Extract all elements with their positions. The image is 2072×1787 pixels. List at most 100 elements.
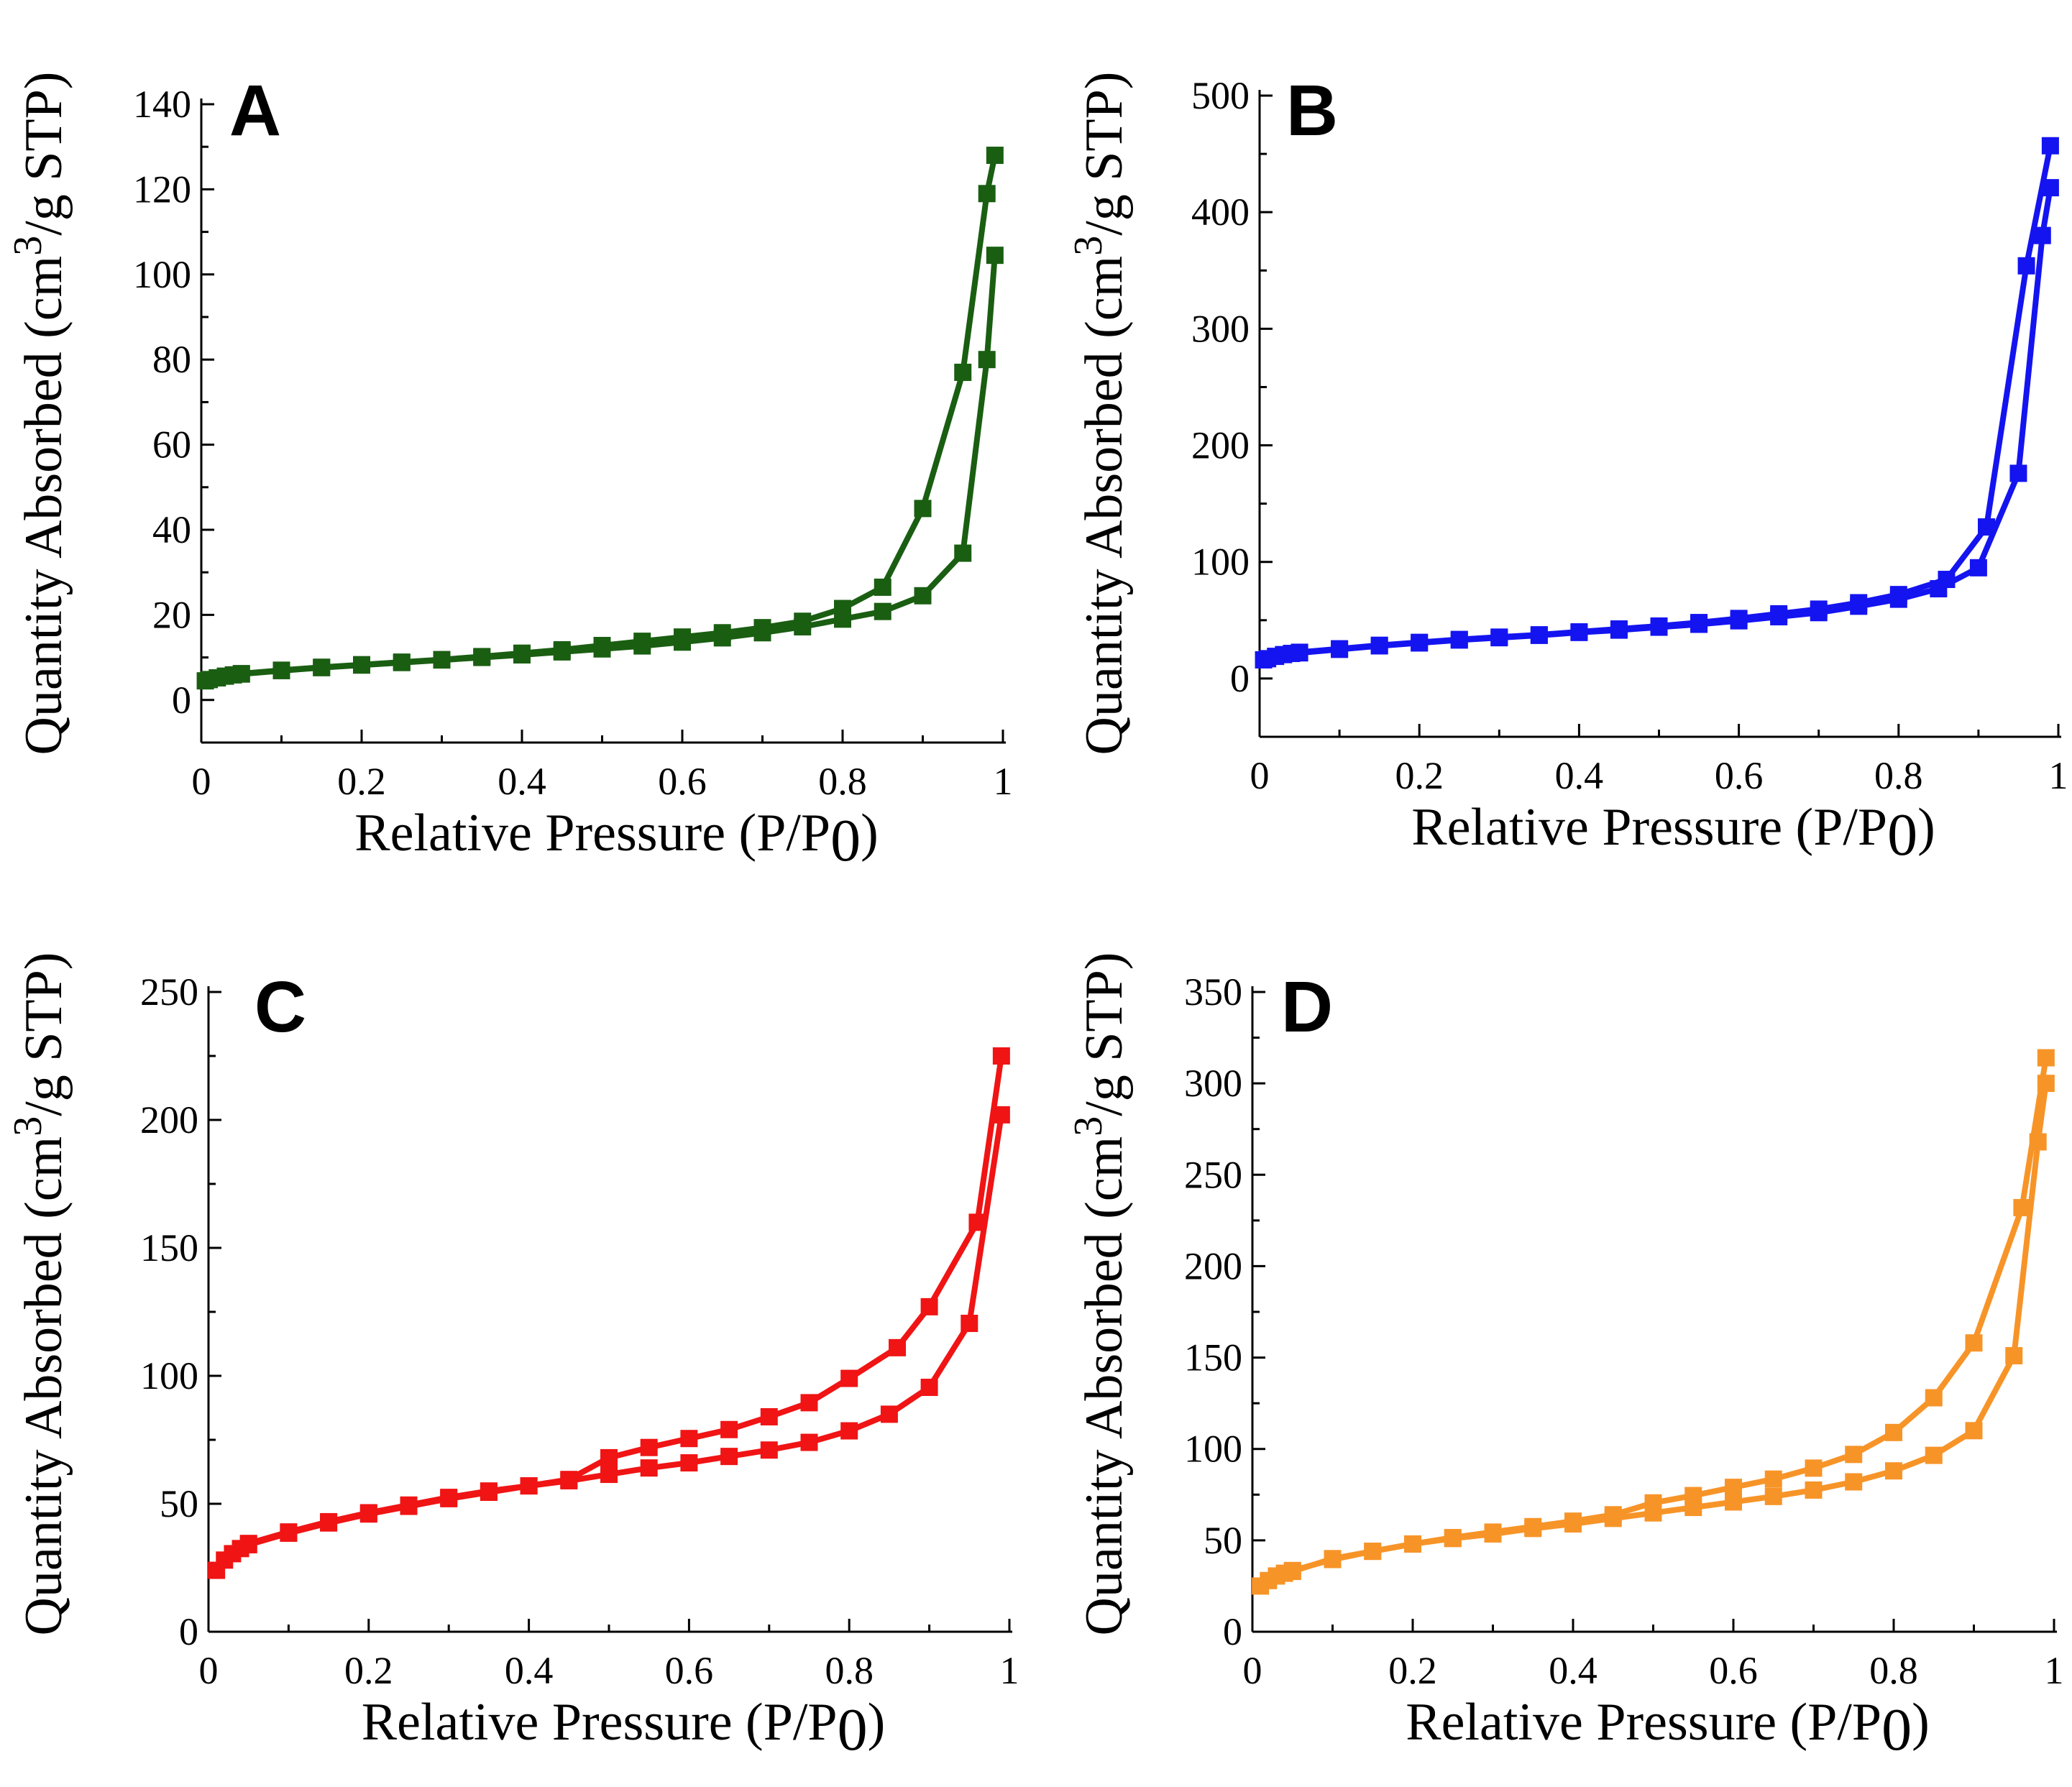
x-tick-label: 0.8 xyxy=(1869,1649,1918,1692)
x-axis-title-close: ) xyxy=(1912,1693,1930,1752)
x-axis-title: Relative Pressure (P/P0) xyxy=(362,1693,885,1763)
y-axis-title-post: /g STP) xyxy=(1075,952,1134,1116)
desorption-point xyxy=(480,1482,498,1500)
desorption-point xyxy=(1725,1479,1742,1497)
adsorption-point xyxy=(1925,1446,1943,1464)
adsorption-point xyxy=(640,1459,658,1477)
y-tick-label: 80 xyxy=(152,338,191,381)
desorption-point xyxy=(680,1430,698,1448)
desorption-point xyxy=(1324,1550,1342,1568)
desorption-point xyxy=(1411,633,1429,651)
desorption-point xyxy=(1845,1446,1863,1464)
desorption-point xyxy=(760,1407,778,1425)
desorption-point xyxy=(359,1504,377,1522)
x-tick-label: 0.2 xyxy=(337,760,386,803)
desorption-point xyxy=(473,648,491,666)
x-tick-label: 0.6 xyxy=(1709,1649,1758,1692)
x-tick-label: 0.6 xyxy=(665,1649,714,1692)
desorption-point xyxy=(2013,1199,2031,1217)
x-tick-label: 0 xyxy=(1250,754,1270,797)
x-tick-label: 0.2 xyxy=(344,1649,393,1692)
desorption-point xyxy=(978,185,996,203)
desorption-point xyxy=(520,1477,538,1495)
adsorption-point xyxy=(2033,226,2051,244)
y-tick-label: 50 xyxy=(1204,1519,1242,1562)
y-axis-title-pre: Quantity Absorbed (cm xyxy=(14,1136,73,1636)
adsorption-point xyxy=(874,602,891,620)
desorption-point xyxy=(874,578,891,596)
y-axis-title-superscript: 3 xyxy=(6,1116,50,1136)
adsorption-point xyxy=(1885,1462,1902,1480)
desorption-point xyxy=(1850,594,1868,612)
panel-d: 0 0.2 0.4 0.6 0.8 1 0 50 100 150 200 250 300 350 D Rela… xyxy=(1066,952,2064,1763)
desorption-point xyxy=(1450,630,1468,648)
desorption-point xyxy=(239,1535,257,1553)
y-tick-label: 20 xyxy=(152,593,191,636)
desorption-point xyxy=(280,1523,298,1541)
adsorption-point xyxy=(1805,1481,1823,1499)
x-tick-label: 0.8 xyxy=(1874,754,1923,797)
desorption-point xyxy=(1650,617,1668,635)
panel-a: 0 0.2 0.4 0.6 0.8 1 0 20 40 60 80 100 120 140 A Relativ… xyxy=(6,70,1013,874)
desorption-point xyxy=(640,1438,658,1456)
x-axis-title-subscript: 0 xyxy=(1887,801,1917,868)
desorption-point xyxy=(1690,614,1708,632)
panel-letter: B xyxy=(1286,70,1338,151)
x-tick-label: 0 xyxy=(192,760,211,803)
y-axis-title-post: /g STP) xyxy=(1075,72,1134,236)
desorption-point xyxy=(1805,1459,1823,1477)
desorption-point xyxy=(713,624,731,642)
desorption-point xyxy=(1484,1523,1502,1541)
desorption-point xyxy=(393,653,411,671)
x-axis-title: Relative Pressure (P/P0) xyxy=(1411,798,1935,868)
desorption-point xyxy=(2017,257,2035,275)
desorption-point xyxy=(353,656,370,674)
desorption-point xyxy=(840,1369,858,1387)
x-axis-title-close: ) xyxy=(868,1693,886,1752)
desorption-point xyxy=(914,500,932,518)
x-tick-label: 0.4 xyxy=(1555,754,1604,797)
panel-letter: A xyxy=(229,70,281,151)
desorption-point xyxy=(1530,626,1548,644)
desorption-point xyxy=(1291,643,1308,661)
y-tick-label: 150 xyxy=(1184,1336,1242,1379)
y-tick-label: 250 xyxy=(1184,1153,1242,1196)
adsorption-point xyxy=(986,247,1004,265)
adsorption-point xyxy=(914,587,932,605)
y-tick-label: 400 xyxy=(1191,190,1250,234)
y-tick-label: 0 xyxy=(1230,657,1250,700)
y-axis-title: Quantity Absorbed (cm3/g STP) xyxy=(6,952,73,1636)
adsorption-point xyxy=(2009,464,2027,482)
x-tick-label: 0.8 xyxy=(825,1649,874,1692)
adsorption-point xyxy=(920,1379,938,1397)
x-axis-title: Relative Pressure (P/P0) xyxy=(354,804,878,874)
desorption-point xyxy=(1370,636,1388,654)
y-tick-label: 60 xyxy=(152,423,191,467)
x-tick-label: 0.2 xyxy=(1395,754,1444,797)
x-tick-label: 0.4 xyxy=(498,760,546,803)
x-tick-label: 0.4 xyxy=(505,1649,554,1692)
desorption-point xyxy=(986,147,1004,165)
desorption-point xyxy=(1524,1517,1542,1535)
y-axis-title-pre: Quantity Absorbed (cm xyxy=(1075,1136,1134,1636)
desorption-point xyxy=(433,651,451,669)
desorption-point xyxy=(400,1496,418,1514)
y-axis-title-post: /g STP) xyxy=(14,952,73,1116)
x-tick-label: 0.8 xyxy=(818,760,867,803)
desorption-point xyxy=(2041,137,2059,155)
desorption-point xyxy=(1730,610,1748,628)
desorption-point xyxy=(1283,1563,1301,1581)
desorption-point xyxy=(800,1394,818,1412)
desorption-point xyxy=(674,628,691,646)
desorption-point xyxy=(1810,600,1828,618)
x-tick-label: 1 xyxy=(994,760,1013,803)
desorption-point xyxy=(232,665,250,683)
desorption-point xyxy=(1644,1494,1662,1512)
x-axis-title-subscript: 0 xyxy=(830,807,861,874)
y-tick-label: 50 xyxy=(160,1482,198,1525)
adsorption-point xyxy=(880,1405,898,1423)
y-tick-label: 0 xyxy=(179,1610,198,1653)
desorption-point xyxy=(920,1297,938,1315)
x-axis-title-main: Relative Pressure (P/P xyxy=(362,1693,838,1752)
desorption-point xyxy=(1564,1512,1582,1530)
